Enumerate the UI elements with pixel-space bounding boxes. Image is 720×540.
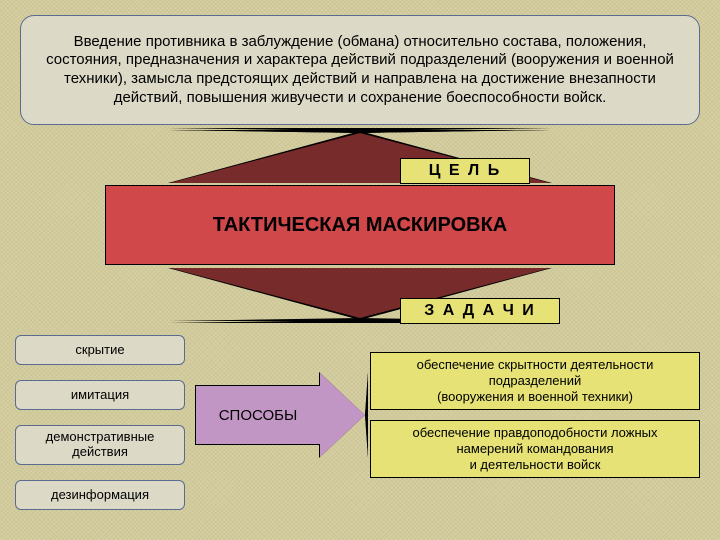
tasks-label: З А Д А Ч И	[400, 298, 560, 324]
task-item-1: обеспечение правдоподобности ложныхнамер…	[370, 420, 700, 478]
method-item-3: дезинформация	[15, 480, 185, 510]
diagram-stage: Введение противника в заблуждение (обман…	[0, 0, 720, 540]
ways-arrow-body: СПОСОБЫ	[195, 385, 320, 445]
task-item-0: обеспечение скрытности деятельностиподра…	[370, 352, 700, 410]
ways-arrow-head	[320, 373, 368, 457]
definition-box: Введение противника в заблуждение (обман…	[20, 15, 700, 125]
method-item-1: имитация	[15, 380, 185, 410]
method-item-2: демонстративные действия	[15, 425, 185, 465]
method-item-0: скрытие	[15, 335, 185, 365]
goal-label: Ц Е Л Ь	[400, 158, 530, 184]
center-title-box: ТАКТИЧЕСКАЯ МАСКИРОВКА	[105, 185, 615, 265]
